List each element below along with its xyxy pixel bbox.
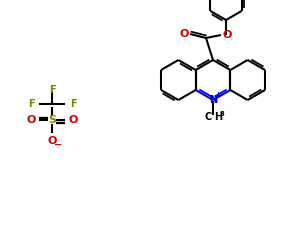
Text: S: S (48, 115, 56, 125)
Text: O: O (222, 30, 232, 40)
Text: F: F (70, 99, 76, 109)
Text: O: O (47, 136, 57, 146)
Text: C: C (205, 112, 212, 122)
Text: −: − (54, 140, 62, 150)
Text: O: O (179, 29, 189, 39)
Text: N: N (209, 95, 217, 105)
Text: 3: 3 (220, 111, 225, 117)
Text: +: + (214, 92, 221, 101)
Text: H: H (214, 112, 222, 122)
Text: O: O (68, 115, 78, 125)
Text: F: F (28, 99, 34, 109)
Text: F: F (49, 85, 55, 95)
Text: O: O (26, 115, 36, 125)
